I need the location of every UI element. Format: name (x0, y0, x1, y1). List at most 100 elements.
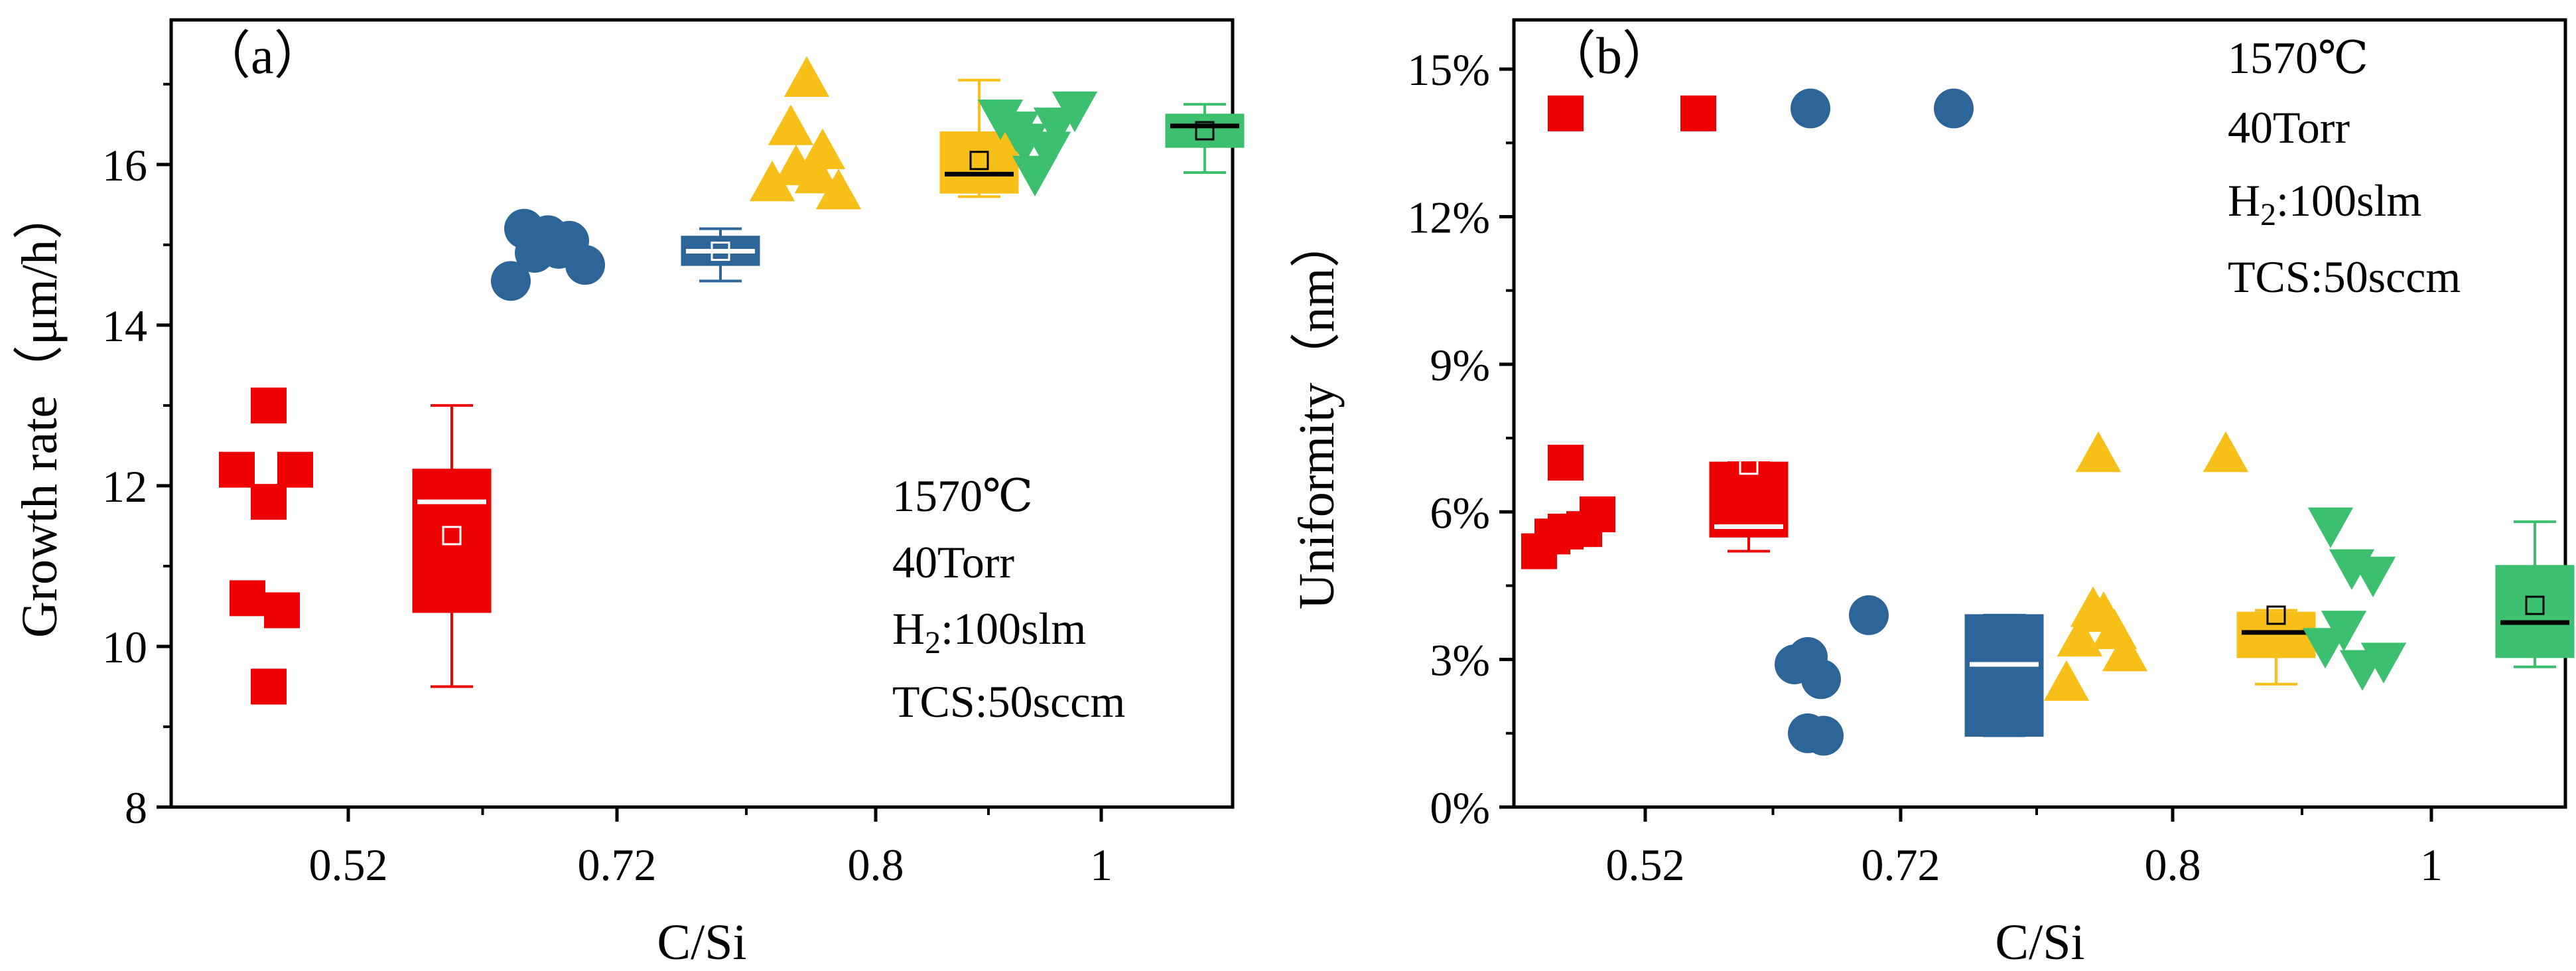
box-body (1964, 614, 2044, 737)
scatter-point (264, 592, 300, 629)
y-tick-label: 14 (102, 301, 147, 351)
y-tick-label: 15% (1407, 44, 1490, 95)
x-tick-label: 0.8 (848, 840, 904, 890)
y-tick-label: 0% (1430, 783, 1490, 833)
scatter-point (799, 128, 846, 169)
x-tick-label: 0.72 (1862, 840, 1940, 890)
annotation-temp-a: 1570℃ (892, 471, 1033, 521)
scatter-point (230, 580, 265, 617)
scatter-point (1051, 91, 1098, 133)
scatter-point (783, 56, 830, 97)
x-tick-label: 0.52 (309, 840, 388, 890)
y-ticks-b: 0% 3% 6% 9% 12% 15% (1407, 44, 1514, 833)
mean-marker (2525, 595, 2545, 615)
scatter-point (565, 245, 605, 285)
scatter-point (219, 451, 255, 488)
plot-frame-b (1512, 18, 2567, 809)
scatter-point (2360, 642, 2407, 684)
scatter-point (2075, 431, 2122, 473)
annotation-tcs-a: TCS:50sccm (892, 676, 1125, 727)
plot-frame-a (169, 18, 1235, 809)
mean-marker (442, 526, 462, 546)
h2-prefix-b: H (2228, 175, 2260, 226)
scatter-point (251, 668, 287, 705)
panel-label-b: （b） (1544, 27, 1674, 84)
annotation-tcs-b: TCS:50sccm (2228, 252, 2461, 302)
scatter-point (1804, 715, 1844, 756)
annotation-h2-b: H2:100slm (2228, 175, 2421, 232)
outlier-point (1934, 88, 1974, 129)
x-axis-label-a: C/Si (657, 915, 746, 970)
scatter-point (749, 161, 795, 202)
data-marks-a (219, 56, 1245, 705)
box-body (1709, 461, 1789, 538)
panel-b: 0% 3% 6% 9% 12% 15% 0.52 0.72 0.8 1 （b） 1570℃ 40… (1289, 18, 2575, 970)
annotation-temp-b: 1570℃ (2228, 33, 2368, 83)
h2-sub-b: 2 (2260, 197, 2276, 232)
mean-marker (2266, 605, 2286, 625)
x-ticks-b: 0.52 0.72 0.8 1 (1606, 807, 2443, 890)
box-body (1165, 113, 1245, 148)
x-tick-label: 1 (2420, 840, 2443, 890)
outlier-point (2203, 431, 2249, 473)
scatter-point (251, 484, 287, 520)
x-tick-label: 0.8 (2145, 840, 2201, 890)
data-marks-b (1521, 88, 2575, 756)
box-body (412, 469, 492, 613)
y-tick-label: 3% (1430, 635, 1490, 686)
mean-marker (711, 242, 730, 261)
x-tick-label: 0.72 (578, 840, 657, 890)
scatter-point (768, 104, 814, 145)
y-tick-label: 10 (102, 622, 147, 672)
panel-a: 8 10 12 14 16 0.52 0.72 0.8 1 （a） 1570℃ 40Torr … (12, 18, 1245, 970)
x-ticks-a: 0.52 0.72 0.8 1 (309, 807, 1113, 890)
h2-suffix-a: :100slm (941, 603, 1086, 654)
box-body (2236, 611, 2316, 658)
box-body (939, 131, 1019, 194)
box-body (2495, 565, 2575, 658)
x-axis-label-b: C/Si (1995, 915, 2084, 970)
scatter-point (251, 387, 287, 423)
scatter-point (815, 169, 862, 210)
y-axis-label-b: Uniformity（nm） (1289, 217, 1345, 609)
scatter-point (2307, 507, 2354, 548)
y-tick-label: 8 (125, 783, 147, 833)
scatter-point (2321, 611, 2367, 652)
scatter-point (1791, 88, 1830, 129)
y-tick-label: 9% (1430, 340, 1490, 390)
annotation-pressure-b: 40Torr (2228, 102, 2350, 153)
scatter-point (1548, 95, 1584, 131)
y-tick-label: 6% (1430, 487, 1490, 538)
y-tick-label: 12 (102, 461, 147, 512)
scatter-point (2350, 556, 2396, 597)
annotation-h2-a: H2:100slm (892, 603, 1086, 660)
scatter-point (1580, 496, 1615, 532)
panel-label-a: （a） (199, 27, 326, 84)
scatter-point (491, 261, 531, 301)
scatter-point (2102, 631, 2148, 672)
mean-marker (1195, 121, 1215, 141)
h2-sub-a: 2 (925, 625, 941, 660)
h2-prefix-a: H (892, 603, 925, 654)
scatter-point (1801, 659, 1841, 700)
scatter-point (2057, 615, 2103, 657)
y-tick-label: 12% (1407, 192, 1490, 243)
mean-marker (1739, 455, 1759, 475)
annotation-a: 1570℃ 40Torr H2:100slm TCS:50sccm (892, 471, 1125, 727)
y-tick-label: 16 (102, 140, 147, 190)
scatter-point (2043, 660, 2090, 701)
scatter-point (1849, 595, 1889, 635)
scatter-point (794, 152, 841, 194)
scatter-point (1548, 445, 1584, 481)
outlier-point (1680, 95, 1716, 131)
x-tick-label: 1 (1090, 840, 1113, 890)
x-tick-label: 0.52 (1606, 840, 1685, 890)
y-axis-label-a: Growth rate（μm/h） (12, 189, 68, 638)
h2-suffix-b: :100slm (2276, 175, 2421, 226)
annotation-pressure-a: 40Torr (892, 537, 1014, 587)
scatter-point (277, 451, 313, 488)
annotation-b: 1570℃ 40Torr H2:100slm TCS:50sccm (2228, 33, 2461, 302)
mean-marker (969, 151, 989, 171)
y-ticks-a: 8 10 12 14 16 (102, 82, 171, 833)
